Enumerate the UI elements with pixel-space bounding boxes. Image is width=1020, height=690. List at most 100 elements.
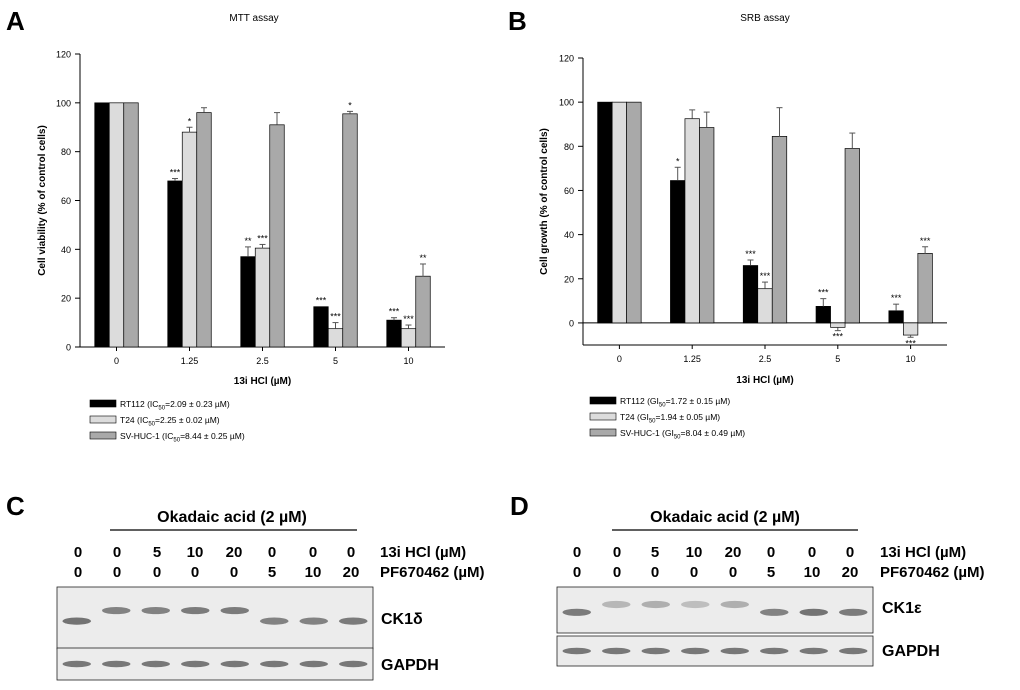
dose-13i: 0 bbox=[268, 544, 276, 561]
y-axis-label: Cell viability (% of control cells) bbox=[37, 125, 48, 276]
y-tick-label: 120 bbox=[56, 50, 71, 60]
legend-entry: SV-HUC-1 (GI50=8.04 ± 0.49 µM) bbox=[620, 428, 745, 441]
bar-rt112-1.25 bbox=[670, 180, 686, 324]
y-tick-label: 40 bbox=[61, 245, 71, 255]
significance-marker: ** bbox=[419, 253, 427, 263]
significance-marker: *** bbox=[389, 307, 400, 317]
gapdh-band bbox=[799, 647, 828, 655]
dose-13i: 0 bbox=[74, 544, 82, 561]
gapdh-band bbox=[681, 647, 710, 655]
legend-swatch bbox=[589, 428, 617, 437]
y-axis-label: Cell growth (% of control cells) bbox=[539, 128, 550, 275]
legend-swatch bbox=[89, 399, 117, 408]
y-tick-label: 80 bbox=[61, 147, 71, 157]
dose-pf670462: 0 bbox=[230, 564, 238, 581]
target-band bbox=[799, 608, 828, 616]
significance-marker: *** bbox=[330, 312, 341, 322]
x-tick-label: 1.25 bbox=[181, 356, 199, 366]
legend-swatch bbox=[89, 431, 117, 440]
target-band bbox=[641, 600, 670, 609]
bar-sv-huc-1-10 bbox=[415, 275, 431, 348]
target-band bbox=[562, 608, 591, 616]
target-band bbox=[220, 606, 249, 615]
band-label-target: CK1ε bbox=[882, 600, 922, 617]
y-tick-label: 20 bbox=[61, 294, 71, 304]
legend-entry: T24 (IC50=2.25 ± 0.02 µM) bbox=[120, 415, 220, 428]
blot-target-membrane bbox=[56, 586, 374, 650]
significance-marker: *** bbox=[833, 332, 844, 342]
legend-swatch bbox=[89, 415, 117, 424]
row-label-pf670462: PF670462 (µM) bbox=[880, 564, 985, 581]
bar-t24-5 bbox=[327, 328, 344, 348]
legend-swatch bbox=[589, 396, 617, 405]
bar-t24-5 bbox=[830, 322, 846, 328]
bar-sv-huc-1-2.5 bbox=[771, 136, 788, 324]
dose-13i: 10 bbox=[187, 544, 204, 561]
chart-mtt-assay: MTT assay 0 20 40 60 80 100 120 Cell viability (… bbox=[37, 13, 445, 444]
dose-13i: 0 bbox=[309, 544, 317, 561]
significance-marker: * bbox=[188, 116, 192, 126]
significance-marker: *** bbox=[403, 314, 414, 324]
significance-marker: * bbox=[676, 156, 680, 166]
bar-sv-huc-1-5 bbox=[342, 113, 358, 348]
legend-entry: SV-HUC-1 (IC50=8.44 ± 0.25 µM) bbox=[120, 431, 245, 444]
x-tick-label: 0 bbox=[114, 356, 119, 366]
bar-sv-huc-1-0 bbox=[626, 101, 642, 324]
target-band bbox=[839, 608, 868, 616]
gapdh-band bbox=[62, 660, 91, 668]
gapdh-band bbox=[562, 647, 591, 655]
significance-marker: *** bbox=[891, 293, 902, 303]
significance-marker: * bbox=[348, 100, 352, 110]
target-band bbox=[260, 617, 289, 625]
dose-pf670462: 0 bbox=[113, 564, 121, 581]
significance-marker: *** bbox=[920, 236, 931, 246]
western-blot-ck1-epsilon: Okadaic acid (2 µM) 0 0 5 10 20 0 0 0 0 0 0 0 0 5 10 20 1… bbox=[556, 509, 985, 667]
chart-title: MTT assay bbox=[229, 13, 278, 24]
dose-13i: 0 bbox=[846, 544, 854, 561]
dose-pf670462: 0 bbox=[651, 564, 659, 581]
gapdh-band bbox=[220, 660, 249, 668]
bar-t24-2.5 bbox=[757, 288, 773, 324]
y-tick-label: 100 bbox=[56, 98, 71, 108]
dose-pf670462: 0 bbox=[573, 564, 581, 581]
gapdh-band bbox=[299, 660, 328, 668]
panel-label-c: C bbox=[6, 491, 25, 521]
dose-pf670462: 10 bbox=[804, 564, 821, 581]
y-tick-label: 120 bbox=[559, 54, 574, 64]
x-axis-label: 13i HCl (µM) bbox=[736, 375, 793, 386]
bar-rt112-2.5 bbox=[742, 265, 759, 324]
x-tick-label: 2.5 bbox=[256, 356, 269, 366]
dose-pf670462: 0 bbox=[729, 564, 737, 581]
y-tick-label: 60 bbox=[61, 196, 71, 206]
band-label-target: CK1δ bbox=[381, 611, 423, 628]
gapdh-band bbox=[181, 660, 210, 668]
treatment-label: Okadaic acid (2 µM) bbox=[157, 509, 307, 526]
y-tick-label: 40 bbox=[564, 230, 574, 240]
bar-t24-10 bbox=[902, 322, 919, 336]
dose-pf670462: 0 bbox=[74, 564, 82, 581]
bar-t24-1.25 bbox=[684, 118, 700, 324]
target-band bbox=[181, 606, 210, 615]
dose-pf670462: 20 bbox=[343, 564, 360, 581]
target-band bbox=[299, 617, 328, 625]
target-band bbox=[339, 617, 368, 625]
y-tick-label: 0 bbox=[66, 343, 71, 353]
dose-13i: 0 bbox=[808, 544, 816, 561]
panel-label-a: A bbox=[6, 6, 25, 36]
target-band bbox=[102, 606, 131, 615]
significance-marker: *** bbox=[760, 271, 771, 281]
bar-rt112-5 bbox=[313, 306, 329, 348]
significance-marker: *** bbox=[170, 168, 181, 178]
bar-t24-1.25 bbox=[181, 131, 198, 348]
dose-pf670462: 0 bbox=[613, 564, 621, 581]
dose-13i: 0 bbox=[573, 544, 581, 561]
chart-title: SRB assay bbox=[740, 13, 789, 24]
gapdh-band bbox=[720, 647, 749, 655]
significance-marker: *** bbox=[316, 296, 327, 306]
panel-label-b: B bbox=[508, 6, 527, 36]
gapdh-band bbox=[102, 660, 131, 668]
bar-t24-0 bbox=[611, 101, 628, 324]
target-band bbox=[720, 600, 749, 609]
